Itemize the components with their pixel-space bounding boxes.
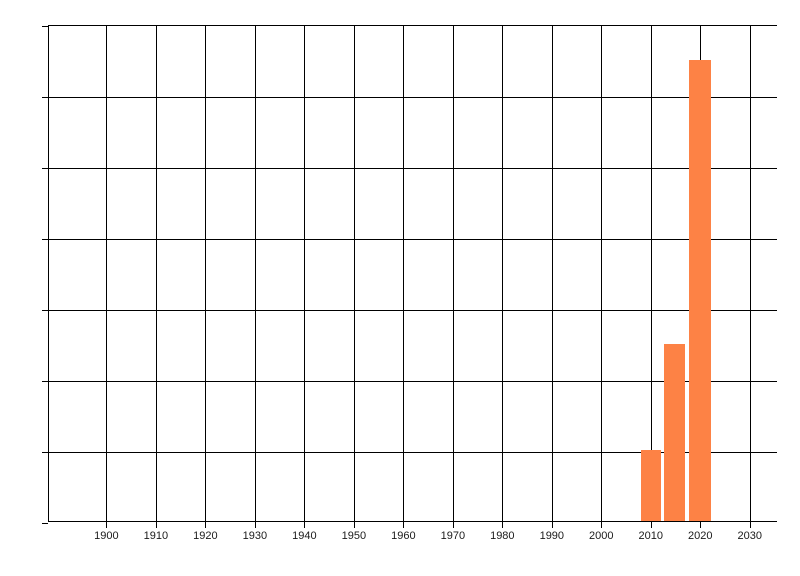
x-axis-tick-mark — [749, 521, 751, 528]
y-axis-tick-mark — [42, 168, 48, 169]
x-axis-tick-mark — [205, 521, 207, 528]
x-axis-tick-mark — [403, 521, 405, 528]
gridline-vertical — [106, 26, 108, 521]
x-axis-tick-label: 2020 — [688, 530, 713, 542]
bar — [640, 450, 662, 521]
gridline-vertical — [452, 26, 454, 521]
bar — [689, 59, 712, 521]
y-axis-spine — [48, 26, 49, 521]
x-axis-tick-label: 1950 — [341, 530, 367, 542]
x-axis-tick-mark — [700, 521, 702, 528]
gridline-vertical — [650, 26, 652, 521]
x-axis-tick-label: 1910 — [143, 530, 169, 542]
x-axis-tick-mark — [155, 521, 157, 528]
x-axis-tick-label: 2030 — [737, 530, 763, 542]
x-axis-tick-mark — [452, 521, 454, 528]
y-axis-tick-mark — [42, 310, 48, 311]
gridline-vertical — [205, 26, 207, 521]
x-axis-tick-label: 1980 — [490, 530, 515, 542]
x-axis-tick-mark — [254, 521, 256, 528]
x-axis-tick-label: 2010 — [638, 530, 664, 542]
x-axis-tick-mark — [551, 521, 553, 528]
gridline-horizontal — [48, 168, 777, 169]
x-axis-tick-label: 1900 — [94, 530, 119, 542]
gridline-horizontal — [48, 381, 777, 382]
x-axis-tick-mark — [304, 521, 306, 528]
x-axis-tick-label: 1990 — [539, 530, 565, 542]
x-axis-tick-mark — [106, 521, 108, 528]
gridline-horizontal — [48, 310, 777, 311]
gridline-vertical — [155, 26, 157, 521]
x-axis-tick-label: 1960 — [391, 530, 416, 542]
x-axis-tick-label: 1930 — [242, 530, 268, 542]
x-axis-tick-label: 1940 — [292, 530, 317, 542]
x-axis-tick-label: 2000 — [589, 530, 614, 542]
x-axis-tick-mark — [650, 521, 652, 528]
gridline-vertical — [304, 26, 306, 521]
gridline-vertical — [502, 26, 504, 521]
y-axis-tick-mark — [42, 239, 48, 240]
x-axis-tick-mark — [601, 521, 603, 528]
gridline-vertical — [601, 26, 603, 521]
x-axis-tick-mark — [353, 521, 355, 528]
x-axis-tick-label: 1970 — [440, 530, 466, 542]
gridline-horizontal — [48, 97, 777, 98]
gridline-vertical — [353, 26, 355, 521]
gridline-vertical — [254, 26, 256, 521]
gridline-horizontal — [48, 239, 777, 240]
y-axis-tick-mark — [42, 26, 48, 27]
gridline-vertical — [749, 26, 751, 521]
bar — [664, 343, 686, 521]
plot-area: 0246810121419001910192019301940195019601… — [42, 25, 777, 542]
gridline-vertical — [403, 26, 405, 521]
gridline-vertical — [551, 26, 553, 521]
x-axis-tick-label: 1920 — [193, 530, 218, 542]
x-axis-tick-mark — [502, 521, 504, 528]
y-axis-tick-mark — [42, 523, 48, 524]
y-axis-tick-mark — [42, 381, 48, 382]
y-axis-tick-mark — [42, 452, 48, 453]
y-axis-tick-mark — [42, 97, 48, 98]
gridline-horizontal — [48, 452, 777, 453]
